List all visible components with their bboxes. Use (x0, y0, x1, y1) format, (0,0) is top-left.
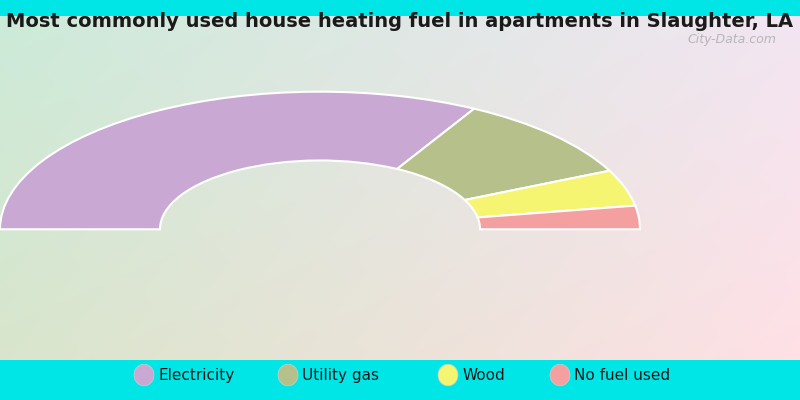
Wedge shape (465, 171, 635, 218)
Text: Wood: Wood (462, 368, 505, 382)
Ellipse shape (438, 364, 458, 386)
Text: Electricity: Electricity (158, 368, 234, 382)
Ellipse shape (134, 364, 154, 386)
Wedge shape (397, 109, 610, 200)
Text: Utility gas: Utility gas (302, 368, 379, 382)
Text: City-Data.com: City-Data.com (687, 33, 776, 46)
Ellipse shape (550, 364, 570, 386)
Text: No fuel used: No fuel used (574, 368, 670, 382)
Wedge shape (478, 206, 640, 229)
Ellipse shape (278, 364, 298, 386)
Wedge shape (0, 92, 474, 229)
Text: Most commonly used house heating fuel in apartments in Slaughter, LA: Most commonly used house heating fuel in… (6, 12, 794, 31)
